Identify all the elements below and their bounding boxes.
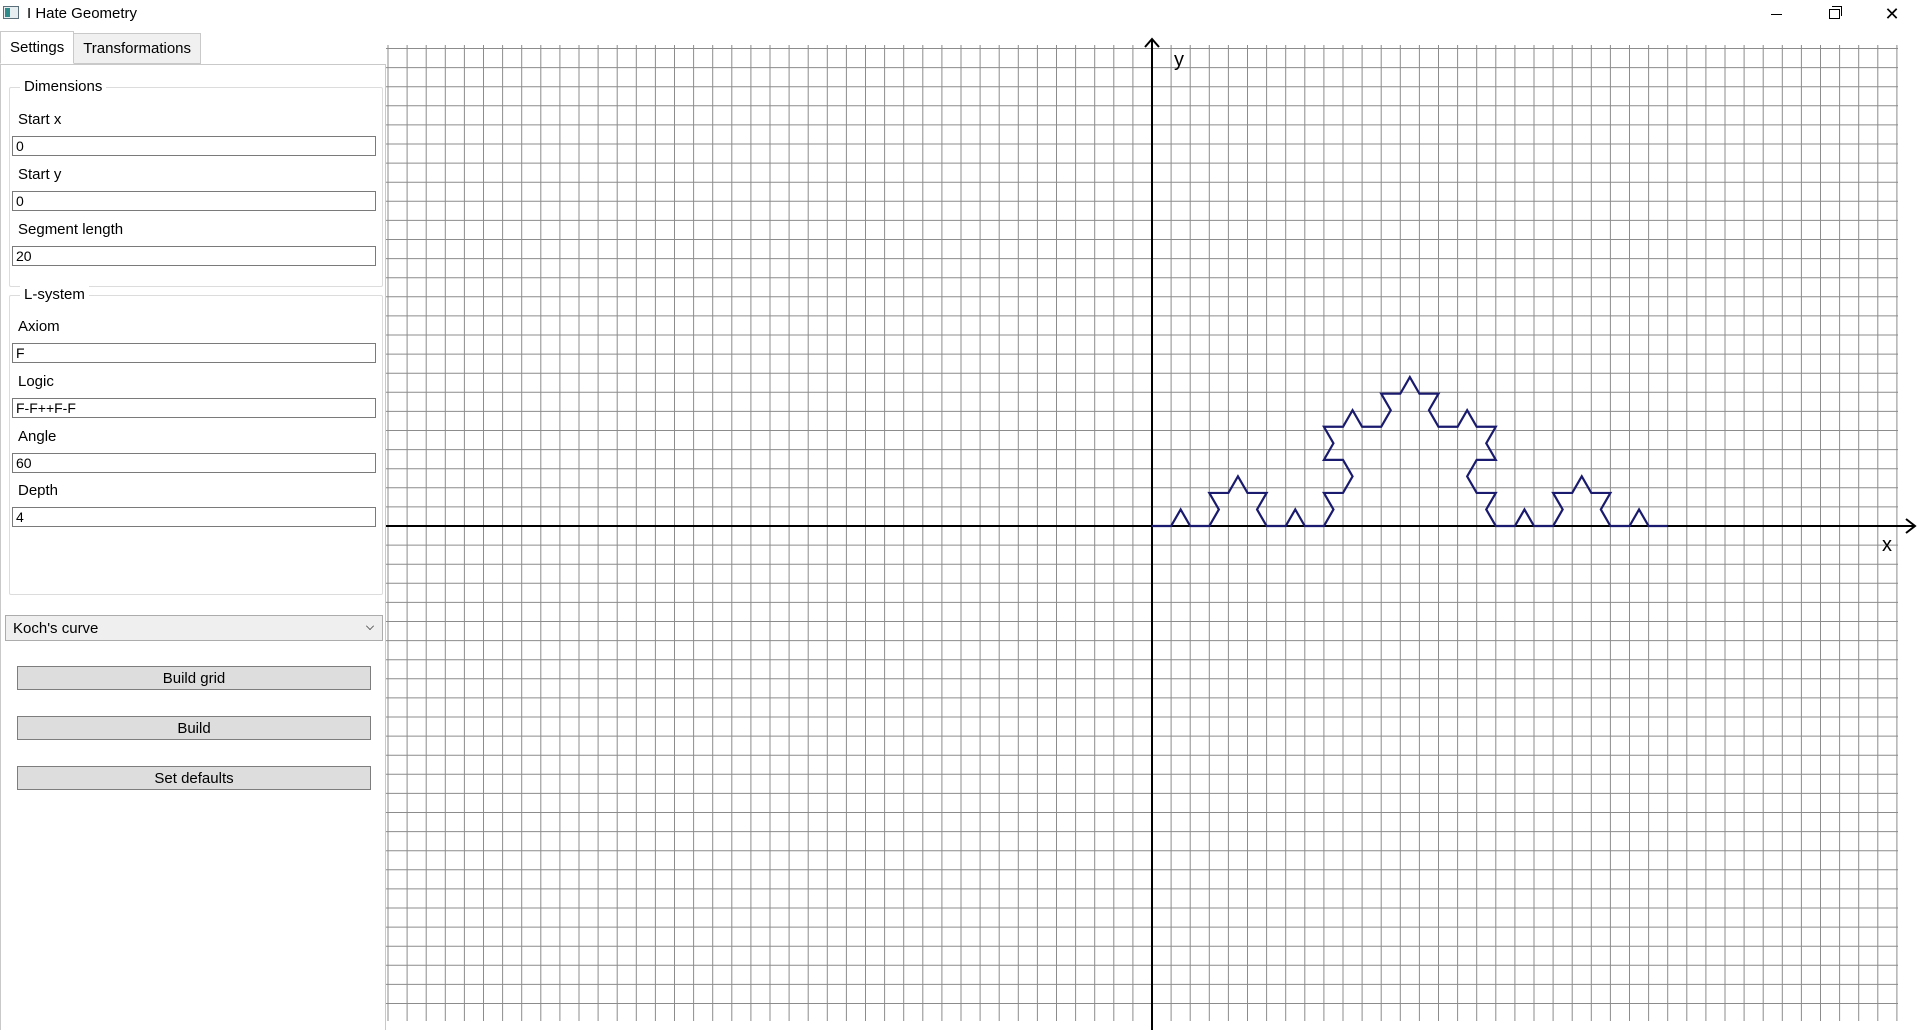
axiom-input[interactable] — [12, 343, 376, 363]
tab-settings[interactable]: Settings — [0, 31, 75, 64]
plot-canvas[interactable]: x y — [386, 37, 1920, 1030]
lsystem-group: L-system — [9, 286, 383, 595]
window-title: I Hate Geometry — [27, 5, 138, 22]
plot-svg: x y — [386, 37, 1917, 1030]
angle-label: Angle — [18, 428, 57, 445]
koch-curve — [1152, 374, 1668, 528]
close-button[interactable]: ✕ — [1863, 0, 1920, 28]
preset-select-value: Koch's curve — [13, 619, 99, 637]
grid-lines — [386, 45, 1898, 1021]
chevron-down-icon — [366, 622, 374, 630]
maximize-button[interactable] — [1805, 0, 1863, 28]
logic-label: Logic — [18, 373, 54, 390]
y-axis-label: y — [1174, 49, 1184, 71]
segment-length-input[interactable] — [12, 246, 376, 266]
axiom-label: Axiom — [18, 318, 60, 335]
app-icon — [3, 6, 19, 19]
build-button[interactable]: Build — [17, 716, 371, 740]
depth-label: Depth — [18, 482, 59, 499]
settings-panel: Dimensions Start x Start y Segment lengt… — [0, 64, 386, 1030]
y-axis-arrow-icon — [1144, 37, 1160, 48]
dimensions-group-title: Dimensions — [20, 78, 107, 95]
start-y-input[interactable] — [12, 191, 376, 211]
axes: x y — [386, 37, 1917, 1030]
lsystem-group-title: L-system — [20, 286, 89, 303]
minimize-button[interactable] — [1747, 0, 1805, 28]
set-defaults-button[interactable]: Set defaults — [17, 766, 371, 790]
tab-bar: Settings Transformations — [0, 31, 202, 64]
depth-input[interactable] — [12, 507, 376, 527]
preset-select[interactable]: Koch's curve — [5, 615, 383, 641]
x-axis-label: x — [1882, 534, 1892, 556]
dimensions-group: Dimensions — [9, 78, 383, 287]
x-axis-arrow-icon — [1905, 518, 1917, 534]
minimize-icon — [1770, 13, 1782, 15]
logic-input[interactable] — [12, 398, 376, 418]
start-y-label: Start y — [18, 166, 62, 183]
build-grid-button[interactable]: Build grid — [17, 666, 371, 690]
segment-length-label: Segment length — [18, 221, 124, 238]
start-x-label: Start x — [18, 111, 62, 128]
restore-icon — [1828, 6, 1842, 19]
close-icon: ✕ — [1884, 4, 1900, 24]
start-x-input[interactable] — [12, 136, 376, 156]
angle-input[interactable] — [12, 453, 376, 473]
title-bar: I Hate Geometry ✕ — [0, 0, 1920, 28]
tab-transformations[interactable]: Transformations — [73, 33, 202, 64]
